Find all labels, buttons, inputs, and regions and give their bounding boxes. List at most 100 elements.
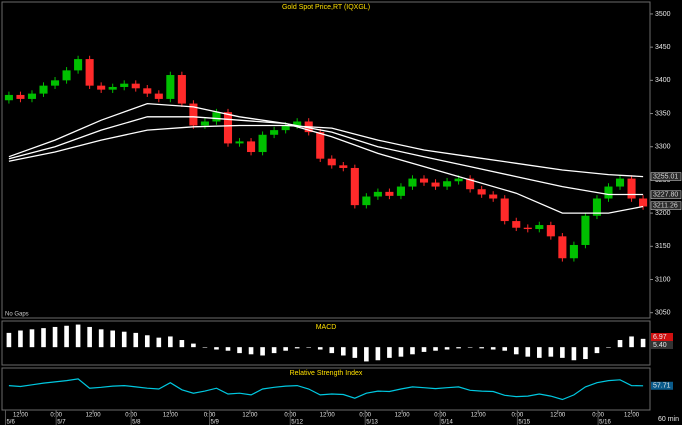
macd-bar [537,347,542,358]
x-tick-label: 12:00 [395,413,411,419]
macd-bar [444,347,450,350]
macd-bar [133,332,139,348]
candle-body [443,181,452,187]
candle-body [4,94,13,101]
candle-body [362,196,371,206]
candle-body [523,227,532,230]
macd-bar [156,337,162,348]
macd-bar [144,335,150,348]
candle-body [97,85,106,90]
candle-body [500,198,509,222]
macd-bar [202,347,208,348]
macd-panel [1,320,651,366]
macd-bar [329,347,335,354]
price-label: 3227.80 [653,191,678,198]
date-label: 5/7 [57,420,66,425]
candle-body [604,186,613,199]
macd-bar [387,347,392,358]
x-tick-label: 12:00 [86,413,102,419]
macd-label: 5.40 [653,342,667,349]
macd-label: 6.97 [653,334,667,341]
macd-bar [260,347,265,356]
rsi-label-box [651,381,673,390]
macd-bar [606,347,611,348]
macd-bar [502,347,508,351]
macd-bar [375,347,381,361]
candle-body [615,178,625,187]
note: No Gaps [5,312,29,318]
candle-body [396,186,405,196]
candle-body [385,191,394,196]
candle-body [62,70,71,81]
x-tick-label: 12:00 [471,413,487,419]
candle-body [189,103,198,126]
macd-bar [75,324,81,348]
candle-body [592,198,601,216]
candle-body [408,178,417,187]
y-tick-label: 3050 [655,310,671,317]
macd-bar [214,347,219,350]
price-label: 3211.26 [653,202,678,209]
macd-bar [398,347,404,357]
candle-body [247,141,256,153]
macd-bar [594,347,600,354]
candle-body [454,178,463,182]
candle-body [51,80,60,86]
y-tick-label: 3400 [655,77,671,84]
candle-body [293,121,302,126]
macd-bar [271,347,277,354]
candle-body [131,83,140,89]
interval-label: 60 min [658,416,679,423]
macd-bar [168,336,173,348]
candle-body [166,75,175,99]
macd-bar [6,332,12,348]
x-tick-label: 12:00 [242,413,258,419]
moving-average [8,102,644,214]
date-label: 5/16 [599,420,611,425]
candle-body [212,112,221,122]
candle-body [258,134,267,153]
macd-bar [456,347,461,349]
rsi-title: Relative Strength Index [290,370,363,377]
candle-body [350,167,359,206]
macd-bar [317,347,323,350]
candle-body [27,93,37,99]
date-label: 5/12 [291,420,303,425]
date-label: 5/6 [6,420,15,425]
y-tick-label: 3300 [655,144,671,151]
candle-body [39,85,48,94]
date-label: 5/15 [518,420,530,425]
macd-bar [225,347,231,351]
macd-label-box [651,333,673,341]
y-tick-label: 3200 [655,210,671,217]
candle-body [270,130,279,135]
candle-body [546,225,555,237]
macd-bar [513,347,519,355]
y-tick-label: 3150 [655,243,671,250]
candle-body [74,59,83,71]
macd-bar [64,325,69,348]
candle-body [431,182,440,187]
candle-body [235,141,244,144]
x-tick-label: 12:00 [320,413,336,419]
rsi-line [8,378,644,401]
candle-body [339,165,348,168]
candle-body [108,86,117,90]
candle-body [177,75,186,104]
macd-bar [340,347,346,356]
candle-body [373,191,382,197]
macd-bar [248,347,254,355]
candle-body [627,178,636,199]
price-label-box [650,190,682,199]
y-tick-label: 3100 [655,276,671,283]
macd-bar [560,347,565,358]
moving-average [8,116,644,196]
price-panel [1,1,651,319]
x-tick-label: 12:00 [13,413,29,419]
x-tick-label: 12:00 [163,413,179,419]
macd-bar [18,330,23,348]
macd-bar [410,347,415,355]
candle-body [154,93,163,99]
y-tick-label: 3450 [655,44,671,51]
